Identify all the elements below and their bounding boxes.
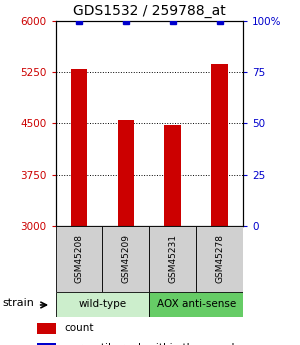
Bar [56,292,149,317]
Bar [102,226,149,292]
Text: AOX anti-sense: AOX anti-sense [157,299,236,309]
Bar [118,120,134,226]
Bar [37,323,56,334]
Text: GSM45278: GSM45278 [215,234,224,283]
Text: GSM45231: GSM45231 [168,234,177,283]
Bar [196,226,243,292]
Bar [164,125,181,226]
Bar [37,343,56,345]
Bar [212,65,228,226]
Text: strain: strain [3,298,35,308]
Text: GSM45208: GSM45208 [74,234,83,283]
Text: GSM45209: GSM45209 [121,234,130,283]
Text: count: count [65,323,94,333]
Bar [56,226,102,292]
Bar [149,226,196,292]
Bar [71,69,87,226]
Bar [149,292,243,317]
Title: GDS1532 / 259788_at: GDS1532 / 259788_at [73,4,226,18]
Text: wild-type: wild-type [78,299,126,309]
Text: percentile rank within the sample: percentile rank within the sample [65,343,241,345]
